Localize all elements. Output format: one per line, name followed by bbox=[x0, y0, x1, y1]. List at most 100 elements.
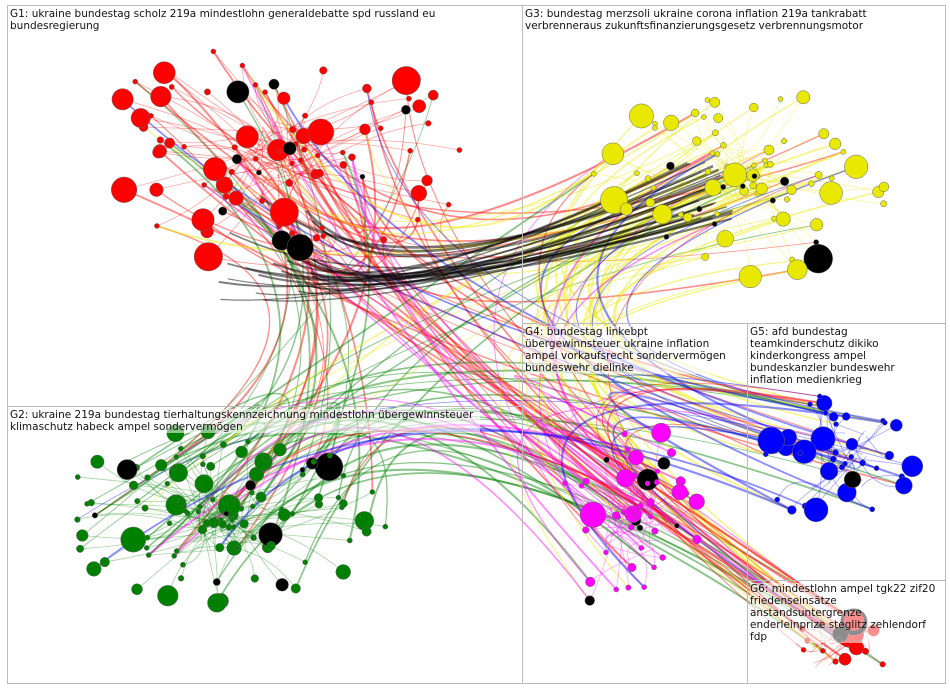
node bbox=[286, 234, 314, 262]
node bbox=[683, 212, 693, 223]
node bbox=[803, 244, 833, 274]
node bbox=[168, 84, 175, 90]
edge bbox=[277, 139, 460, 151]
node bbox=[252, 82, 259, 88]
node bbox=[111, 88, 134, 111]
node bbox=[262, 453, 271, 462]
edge bbox=[560, 116, 827, 408]
edge bbox=[227, 218, 686, 288]
edge bbox=[160, 96, 284, 151]
edge bbox=[699, 197, 734, 210]
edge bbox=[517, 427, 652, 518]
node bbox=[738, 265, 762, 289]
node bbox=[810, 218, 824, 232]
node bbox=[204, 88, 211, 96]
node bbox=[382, 523, 389, 530]
node bbox=[666, 161, 675, 171]
edge bbox=[229, 217, 714, 269]
group-label: G2: ukraine 219a bundestag tierhaltungsk… bbox=[10, 409, 480, 433]
edge bbox=[321, 227, 637, 458]
edge bbox=[203, 184, 852, 458]
node bbox=[269, 197, 299, 227]
edge bbox=[566, 434, 855, 622]
node bbox=[194, 474, 214, 494]
edge bbox=[136, 535, 200, 590]
node bbox=[335, 494, 342, 501]
node bbox=[202, 519, 211, 528]
node bbox=[709, 150, 716, 157]
node bbox=[829, 137, 842, 150]
edge bbox=[133, 484, 250, 537]
node bbox=[755, 182, 768, 195]
node bbox=[276, 148, 282, 155]
edge bbox=[382, 239, 798, 303]
group-box: G4: bundestag linkebpt übergewinnsteuer … bbox=[522, 323, 748, 684]
edge bbox=[228, 429, 851, 635]
node bbox=[128, 480, 139, 491]
node bbox=[231, 144, 238, 151]
edge bbox=[836, 424, 897, 453]
node bbox=[362, 83, 372, 94]
node bbox=[787, 259, 808, 280]
edge bbox=[147, 509, 224, 538]
node bbox=[762, 451, 769, 458]
edge bbox=[365, 431, 637, 532]
node bbox=[585, 576, 596, 587]
node bbox=[712, 129, 719, 137]
node bbox=[273, 442, 287, 457]
edge bbox=[298, 173, 384, 240]
edge bbox=[264, 91, 284, 169]
edge bbox=[263, 176, 283, 241]
edge bbox=[312, 175, 724, 258]
edge bbox=[561, 430, 840, 641]
edge bbox=[253, 98, 409, 144]
node bbox=[141, 504, 149, 512]
node bbox=[797, 450, 804, 457]
node bbox=[777, 96, 784, 102]
node bbox=[740, 183, 746, 189]
edge bbox=[538, 164, 767, 528]
edge bbox=[308, 80, 407, 171]
edge bbox=[615, 521, 623, 590]
edge bbox=[238, 508, 282, 537]
node bbox=[290, 583, 301, 594]
node bbox=[671, 483, 688, 501]
node bbox=[222, 192, 230, 200]
node bbox=[796, 90, 811, 105]
edge bbox=[605, 459, 620, 513]
node bbox=[134, 498, 141, 505]
edge bbox=[182, 505, 206, 566]
edge bbox=[247, 491, 320, 515]
edge bbox=[162, 66, 253, 127]
edge bbox=[241, 65, 617, 591]
edge bbox=[148, 139, 282, 556]
node bbox=[152, 146, 165, 159]
edge bbox=[493, 153, 614, 553]
node bbox=[410, 185, 428, 202]
edge bbox=[571, 419, 863, 630]
edge bbox=[364, 129, 817, 262]
node bbox=[197, 524, 208, 535]
node bbox=[657, 456, 671, 470]
node bbox=[195, 508, 202, 515]
edge bbox=[97, 461, 204, 502]
edge bbox=[612, 191, 879, 425]
node bbox=[722, 162, 747, 187]
node bbox=[406, 95, 412, 102]
edge bbox=[94, 404, 260, 516]
edge bbox=[316, 237, 890, 457]
edge bbox=[288, 122, 429, 180]
edge bbox=[194, 497, 339, 520]
edge bbox=[605, 150, 844, 244]
node bbox=[218, 206, 228, 216]
node bbox=[691, 108, 700, 118]
edge bbox=[825, 412, 851, 467]
node bbox=[148, 113, 154, 119]
node bbox=[838, 652, 852, 666]
edge bbox=[706, 99, 748, 152]
node bbox=[320, 233, 327, 239]
edge bbox=[223, 497, 319, 545]
edge bbox=[260, 162, 290, 184]
edge bbox=[588, 170, 885, 424]
node bbox=[562, 480, 568, 486]
